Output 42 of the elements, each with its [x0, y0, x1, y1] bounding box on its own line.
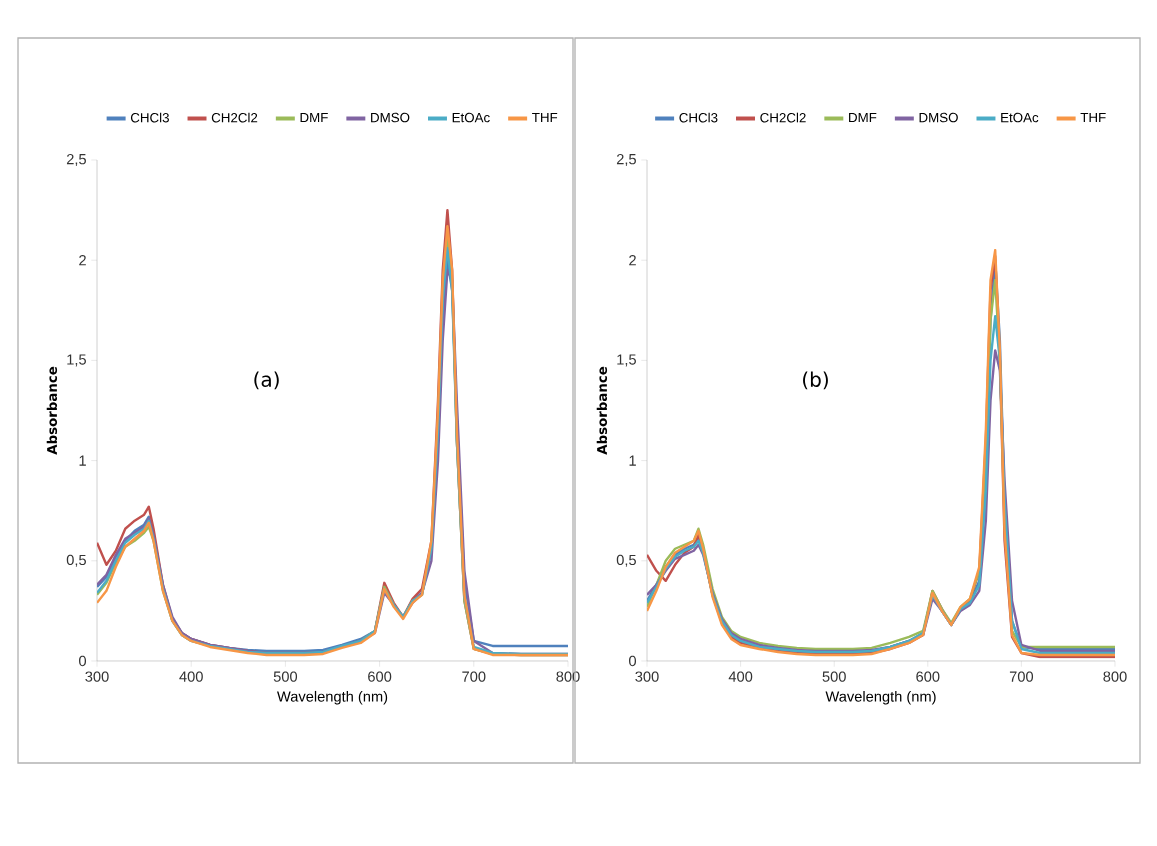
legend-label: DMSO	[371, 112, 410, 123]
x-axis-title: Wavelength (nm)	[825, 690, 936, 705]
x-tick-label: 700	[1009, 671, 1034, 682]
x-tick-label: 700	[462, 671, 486, 682]
x-tick-label: 400	[728, 671, 753, 682]
y-tick-label: 0	[629, 655, 637, 667]
x-tick-label: 300	[635, 671, 659, 682]
x-tick-label: 400	[179, 671, 203, 682]
legend-label: EtOAc	[452, 112, 490, 123]
y-tick-label: 0	[79, 655, 87, 667]
y-tick-label: 0,5	[66, 554, 86, 567]
legend-label: CHCl3	[130, 112, 169, 123]
x-tick-label: 600	[368, 671, 392, 682]
x-tick-label: 500	[822, 671, 846, 682]
y-tick-label: 2,5	[616, 153, 636, 167]
legend-label: CH2Cl2	[211, 112, 258, 123]
y-tick-label: 1	[629, 455, 636, 466]
legend-label: THF	[1080, 112, 1106, 123]
y-tick-label: 1,5	[67, 354, 86, 367]
y-tick-label: 2	[629, 255, 636, 266]
legend-label: THF	[532, 112, 558, 123]
annotation: (b)	[803, 371, 828, 390]
x-axis-title: Wavelength (nm)	[277, 690, 388, 705]
x-tick-label: 800	[556, 671, 580, 682]
annotation: (a)	[254, 371, 279, 390]
x-tick-label: 600	[916, 671, 940, 682]
y-tick-label: 2	[79, 255, 86, 266]
y-tick-label: 2,5	[66, 153, 86, 167]
y-tick-label: 1	[79, 455, 86, 466]
y-axis-title: Absorbance	[46, 366, 58, 455]
legend-label: DMF	[300, 112, 328, 123]
y-axis-title: Absorbance	[596, 366, 608, 455]
x-tick-label: 300	[85, 671, 109, 682]
legend-label: CH2Cl2	[760, 112, 806, 123]
legend-label: DMF	[849, 112, 877, 123]
legend-label: CHCl3	[679, 112, 718, 123]
x-tick-label: 500	[273, 671, 298, 682]
y-tick-label: 0,5	[616, 554, 636, 567]
x-tick-label: 800	[1103, 671, 1127, 682]
y-tick-label: 1,5	[617, 354, 636, 367]
legend-label: DMSO	[919, 112, 958, 123]
legend-label: EtOAc	[1001, 112, 1039, 123]
